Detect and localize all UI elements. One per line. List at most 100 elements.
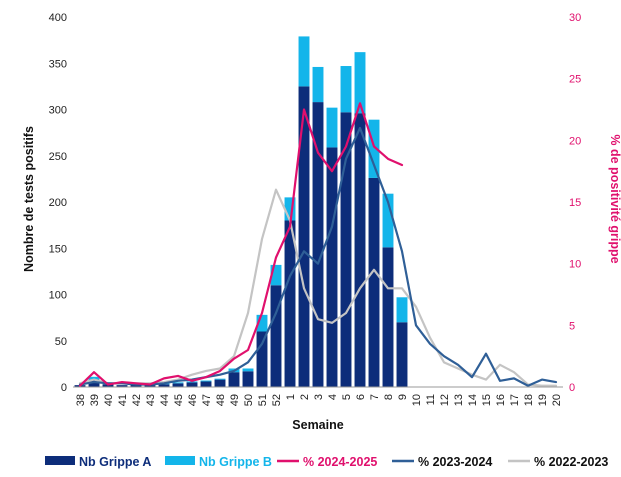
x-tick-label: 2 <box>299 394 311 400</box>
x-tick-label: 48 <box>215 394 227 406</box>
y2-tick-label: 25 <box>569 74 581 86</box>
legend: Nb Grippe A Nb Grippe B % 2024-2025 % 2023-… <box>45 455 608 469</box>
bar-grippe-b <box>214 378 226 380</box>
x-tick-label: 45 <box>173 394 185 406</box>
bar-grippe-a <box>298 86 310 387</box>
x-tick-label: 12 <box>439 394 451 406</box>
bar-grippe-b <box>270 264 282 286</box>
y2-tick-label: 0 <box>569 382 575 394</box>
legend-label: % 2022-2023 <box>534 455 608 469</box>
y-tick-label: 400 <box>49 12 67 24</box>
x-tick-label: 1 <box>285 394 297 400</box>
x-tick-label: 8 <box>383 394 395 400</box>
x-tick-label: 4 <box>327 394 339 400</box>
bar-grippe-b <box>298 36 310 87</box>
y-tick-label: 50 <box>55 336 67 348</box>
bar-grippe-b <box>88 376 100 380</box>
bar-grippe-b <box>354 52 366 114</box>
bar-grippe-b <box>368 119 380 178</box>
x-tick-label: 40 <box>103 394 115 406</box>
y2-tick-label: 10 <box>569 259 581 271</box>
bar-grippe-b <box>382 193 394 248</box>
y2-tick-label: 20 <box>569 135 581 147</box>
bar-grippe-b <box>242 368 254 372</box>
x-tick-label: 15 <box>481 394 493 406</box>
x-tick-label: 38 <box>75 394 87 406</box>
legend-label: % 2024-2025 <box>303 455 377 469</box>
x-tick-label: 5 <box>341 394 353 400</box>
x-tick-label: 17 <box>509 394 521 406</box>
bar-grippe-a <box>256 331 268 387</box>
bar-grippe-a <box>228 372 240 387</box>
legend-swatch <box>45 456 75 465</box>
legend-label: Nb Grippe A <box>79 455 151 469</box>
x-tick-label: 13 <box>453 394 465 406</box>
y2-tick-label: 15 <box>569 197 581 209</box>
x-tick-label: 44 <box>159 394 171 406</box>
bar-grippe-a <box>172 383 184 387</box>
x-tick-label: 49 <box>229 394 241 406</box>
x-tick-label: 52 <box>271 394 283 406</box>
x-tick-label: 43 <box>145 394 157 406</box>
bar-grippe-a <box>326 147 338 387</box>
x-tick-label: 14 <box>467 394 479 406</box>
bar-grippe-a <box>242 371 254 387</box>
x-tick-label: 41 <box>117 394 129 406</box>
bars <box>74 36 408 388</box>
x-tick-label: 16 <box>495 394 507 406</box>
x-tick-label: 6 <box>355 394 367 400</box>
bar-grippe-a <box>396 322 408 387</box>
x-tick-label: 39 <box>89 394 101 406</box>
y-tick-label: 150 <box>49 243 67 255</box>
y-tick-label: 0 <box>61 382 67 394</box>
x-tick-label: 19 <box>537 394 549 406</box>
x-tick-label: 10 <box>411 394 423 406</box>
bar-grippe-a <box>116 385 128 387</box>
y2-tick-label: 5 <box>569 320 575 332</box>
x-tick-label: 7 <box>369 394 381 400</box>
x-tick-label: 3 <box>313 394 325 400</box>
bar-grippe-a <box>186 382 198 387</box>
bar-grippe-a <box>354 113 366 387</box>
bar-grippe-a <box>270 285 282 387</box>
x-axis-title: Semaine <box>292 418 343 432</box>
y-axis-title: Nombre de tests positifs <box>22 126 36 272</box>
series-line-2 <box>78 188 558 387</box>
legend-label: Nb Grippe B <box>199 455 272 469</box>
lines <box>78 102 558 387</box>
x-tick-label: 47 <box>201 394 213 406</box>
bar-grippe-a <box>368 177 380 387</box>
bar-grippe-a <box>88 379 100 387</box>
x-tick-label: 9 <box>397 394 409 400</box>
bar-grippe-b <box>256 314 268 332</box>
bar-grippe-a <box>312 102 324 387</box>
y-tick-label: 300 <box>49 105 67 117</box>
x-tick-label: 11 <box>425 394 437 405</box>
y-tick-label: 100 <box>49 290 67 302</box>
y-tick-label: 200 <box>49 197 67 209</box>
x-tick-label: 20 <box>551 394 563 406</box>
bar-grippe-b <box>284 197 296 221</box>
bar-grippe-a <box>214 379 226 387</box>
legend-swatch <box>165 456 195 465</box>
x-tick-label: 50 <box>243 394 255 406</box>
y-tick-label: 250 <box>49 151 67 163</box>
bar-grippe-b <box>326 107 338 148</box>
bar-grippe-a <box>200 381 212 387</box>
bar-grippe-a <box>284 220 296 387</box>
legend-label: % 2023-2024 <box>418 455 492 469</box>
bar-grippe-b <box>396 297 408 323</box>
x-tick-label: 46 <box>187 394 199 406</box>
bar-grippe-b <box>340 66 352 113</box>
y2-axis-title: % de positivité grippe <box>608 134 621 263</box>
bar-grippe-a <box>144 385 156 387</box>
x-tick-label: 51 <box>257 394 269 406</box>
x-tick-label: 18 <box>523 394 535 406</box>
bar-grippe-a <box>382 247 394 387</box>
x-tick-label: 42 <box>131 394 143 406</box>
y-tick-label: 350 <box>49 58 67 70</box>
bar-grippe-b <box>200 380 212 382</box>
y2-tick-label: 30 <box>569 12 581 24</box>
bar-grippe-b <box>312 66 324 103</box>
